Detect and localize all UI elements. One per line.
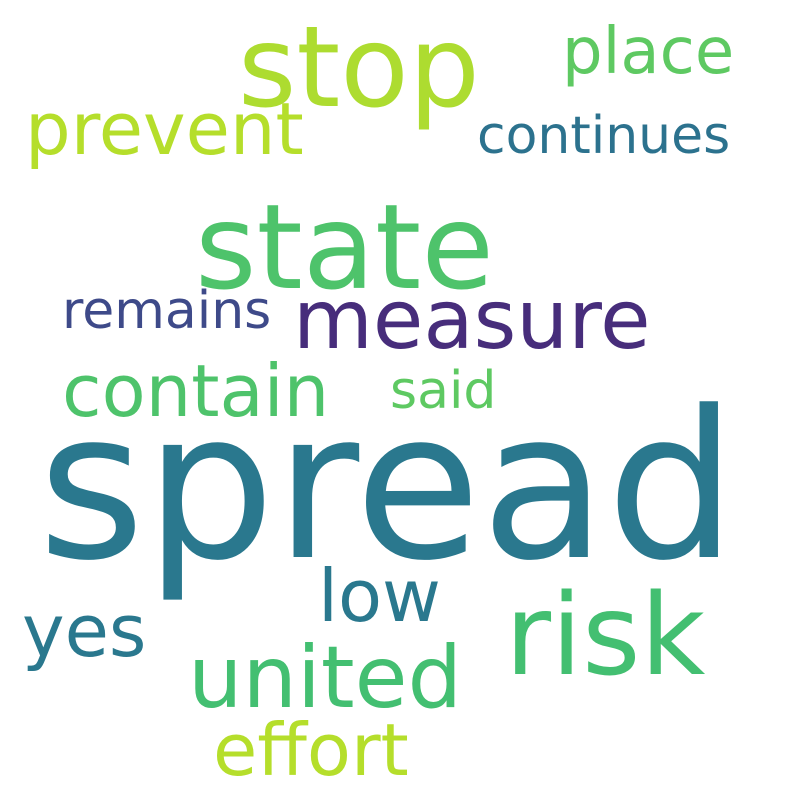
- word-measure: measure: [293, 273, 651, 368]
- word-united: united: [188, 628, 463, 728]
- word-state: state: [195, 178, 494, 316]
- word-remains: remains: [62, 281, 272, 341]
- word-yes: yes: [22, 589, 147, 673]
- word-effort: effort: [213, 708, 409, 792]
- word-stop: stop: [238, 3, 480, 133]
- word-risk: risk: [505, 571, 706, 701]
- word-prevent: prevent: [25, 87, 304, 171]
- word-place: place: [562, 15, 735, 89]
- word-continues: continues: [477, 106, 731, 166]
- word-low: low: [318, 554, 441, 638]
- word-spread: spread: [38, 368, 737, 606]
- word-said: said: [390, 361, 497, 421]
- word-contain: contain: [62, 349, 330, 433]
